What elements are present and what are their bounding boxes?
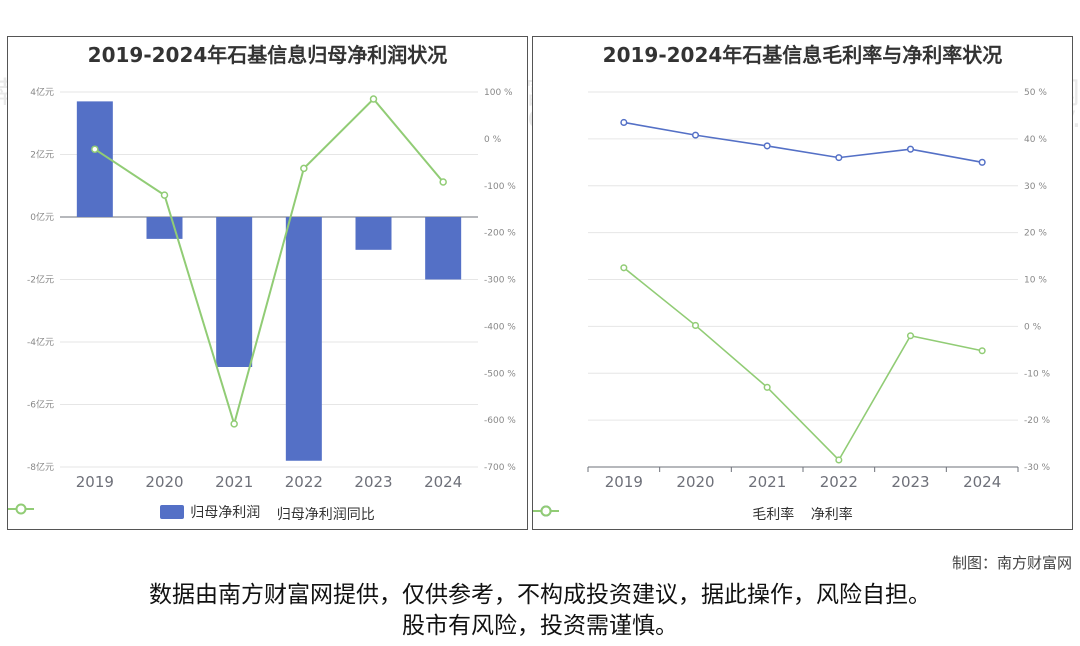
legend-bar-swatch	[160, 505, 185, 519]
x-tick-label: 2023	[354, 473, 392, 491]
line-point	[300, 164, 308, 173]
y-tick-label-right: -200 %	[484, 229, 516, 239]
y-tick-label-left: -6亿元	[27, 399, 54, 411]
line-point	[835, 154, 843, 162]
line-point	[620, 264, 628, 272]
x-tick-label: 2021	[215, 473, 253, 491]
line-point	[439, 178, 447, 186]
legend-line-swatch	[533, 505, 559, 517]
y-tick-label-right: 30 %	[1024, 182, 1047, 192]
y-tick-label-right: -600 %	[484, 416, 516, 426]
x-tick-label: 2022	[285, 473, 323, 491]
y-tick-label-right: -20 %	[1024, 416, 1051, 426]
x-tick-label: 2020	[145, 473, 183, 491]
y-tick-label-right: -400 %	[484, 322, 516, 332]
line-point	[691, 321, 700, 329]
y-tick-label-right: -300 %	[484, 276, 516, 286]
legend-label: 归母净利润	[190, 505, 261, 521]
line-point	[369, 95, 378, 103]
y-tick-label-left: -8亿元	[27, 461, 54, 473]
line-point	[691, 131, 700, 139]
line-point	[160, 191, 169, 199]
line-point	[763, 383, 771, 391]
bar	[425, 217, 462, 280]
x-tick-label: 2024	[963, 473, 1001, 491]
x-tick-label: 2020	[676, 473, 714, 491]
y-tick-label-right: -700 %	[484, 463, 516, 473]
x-tick-label: 2022	[820, 473, 858, 491]
y-tick-label-left: 0亿元	[30, 211, 54, 223]
y-tick-label-right: 100 %	[484, 88, 513, 98]
bar	[285, 217, 322, 461]
x-tick-label: 2023	[891, 473, 929, 491]
chart-legend: 毛利率 净利率	[533, 504, 1072, 524]
line-point	[906, 145, 915, 153]
series-line-yoy	[94, 97, 444, 428]
y-tick-label-right: 0 %	[484, 135, 502, 145]
y-tick-label-left: -4亿元	[27, 336, 54, 348]
x-tick-label: 2024	[424, 473, 462, 491]
line-point	[230, 420, 238, 428]
legend-item-bar[interactable]: 归母净利润	[160, 502, 260, 522]
net-profit-chart-canvas: 4亿元 2亿元 0亿元 -2亿元 -4亿元 -6亿元 -8亿元 100 % 0 % -100 % -…	[27, 86, 516, 491]
series-line-net-margin	[623, 267, 983, 462]
line-point	[91, 145, 99, 153]
disclaimer: 数据由南方财富网提供，仅供参考，不构成投资建议，据此操作，风险自担。 股市有风险…	[0, 580, 1080, 642]
y-tick-label-right: 10 %	[1024, 276, 1047, 286]
y-tick-label-right: 20 %	[1024, 229, 1047, 239]
chart-title: 2019-2024年石基信息归母净利润状况	[87, 43, 448, 67]
y-tick-label-right: -30 %	[1024, 463, 1051, 473]
legend-label: 归母净利润同比	[276, 507, 375, 523]
line-point	[978, 347, 986, 355]
line-point	[906, 332, 915, 340]
chart-title: 2019-2024年石基信息毛利率与净利率状况	[602, 43, 1003, 67]
line-point	[835, 456, 843, 464]
y-tick-label-left: 2亿元	[30, 149, 54, 161]
chart-credit: 制图：南方财富网	[951, 554, 1072, 572]
bar	[76, 101, 113, 217]
x-tick-label: 2021	[748, 473, 786, 491]
y-tick-label-right: 0 %	[1024, 322, 1042, 332]
x-tick-label: 2019	[605, 473, 643, 491]
disclaimer-line: 数据由南方财富网提供，仅供参考，不构成投资建议，据此操作，风险自担。	[149, 582, 931, 608]
y-tick-label-right: -10 %	[1024, 369, 1051, 379]
line-point	[620, 118, 628, 127]
legend-item-line[interactable]: 归母净利润同比	[8, 503, 375, 524]
x-tick-label: 2019	[76, 473, 114, 491]
net-profit-chart: 4亿元 2亿元 0亿元 -2亿元 -4亿元 -6亿元 -8亿元 100 % 0 % -100 % -…	[7, 36, 528, 530]
legend-label: 毛利率	[752, 507, 795, 523]
bar	[216, 217, 253, 367]
y-tick-label-right: -500 %	[484, 369, 516, 379]
line-point	[978, 158, 986, 166]
line-point	[763, 142, 771, 150]
bar	[355, 217, 392, 250]
legend-item-gross-margin[interactable]: 毛利率	[533, 504, 795, 524]
y-tick-label-right: 40 %	[1024, 135, 1047, 145]
series-line-gross-margin	[623, 121, 983, 164]
disclaimer-line: 股市有风险，投资需谨慎。	[402, 613, 678, 639]
chart-legend: 归母净利润 归母净利润同比	[8, 502, 527, 524]
legend-label: 净利率	[810, 507, 853, 523]
y-tick-label-left: 4亿元	[30, 86, 54, 98]
margin-chart: 50 % 40 % 30 % 20 % 10 % 0 % -10 % -20 % -30 % 20…	[532, 36, 1073, 530]
margin-chart-canvas: 50 % 40 % 30 % 20 % 10 % 0 % -10 % -20 % -30 % 20…	[587, 88, 1051, 491]
y-tick-label-right: -100 %	[484, 182, 516, 192]
y-tick-label-right: 50 %	[1024, 88, 1047, 98]
y-tick-label-left: -2亿元	[27, 274, 54, 286]
legend-line-swatch	[8, 503, 34, 515]
legend-item-net-margin[interactable]: 净利率	[533, 504, 853, 524]
